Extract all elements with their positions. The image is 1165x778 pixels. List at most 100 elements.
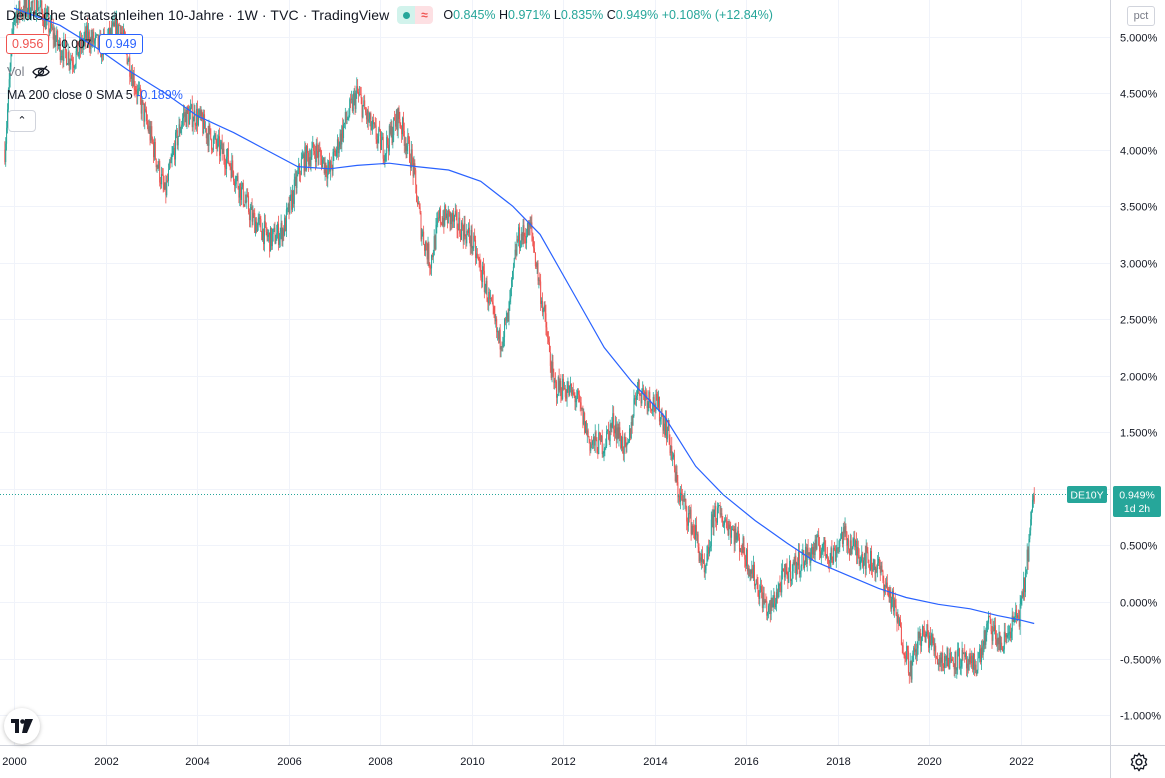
- candle-body: [383, 158, 385, 162]
- candle-body: [195, 125, 197, 127]
- candle-body: [319, 149, 321, 151]
- candle-body: [856, 540, 858, 556]
- sell-price-button[interactable]: 0.956: [6, 34, 50, 54]
- gear-icon[interactable]: [1128, 751, 1150, 773]
- ma-legend[interactable]: MA 200 close 0 SMA 5 -0.189%: [7, 88, 183, 102]
- candle-body: [856, 547, 858, 556]
- candle-body: [607, 429, 609, 432]
- candle-body: [668, 420, 670, 438]
- candle-body: [94, 35, 96, 41]
- candle-body: [585, 421, 587, 435]
- candle-body: [174, 148, 176, 160]
- candle-body: [322, 157, 324, 160]
- buy-price-button[interactable]: 0.949: [99, 34, 143, 54]
- market-status-pill[interactable]: ≈: [397, 6, 434, 24]
- candle-body: [454, 211, 456, 216]
- candle-body: [405, 143, 407, 152]
- candle-body: [1000, 642, 1002, 650]
- candle-body: [852, 538, 854, 549]
- candle-body: [957, 649, 959, 669]
- candle-body: [334, 150, 336, 152]
- candle-body: [662, 415, 664, 431]
- candle-body: [378, 128, 380, 137]
- candle-body: [934, 645, 936, 652]
- volume-legend[interactable]: Vol: [7, 65, 51, 79]
- candle-body: [413, 163, 415, 177]
- candle-body: [218, 136, 220, 139]
- candle-body: [1002, 649, 1004, 652]
- candle-body: [92, 31, 94, 42]
- candle-body: [168, 161, 170, 170]
- candle-body: [89, 45, 91, 49]
- candle-body: [675, 471, 677, 482]
- candle-body: [72, 60, 74, 66]
- candle-body: [289, 195, 291, 214]
- candle-body: [1019, 603, 1021, 627]
- candle-body: [387, 144, 389, 152]
- candle-body: [788, 571, 790, 583]
- candle-body: [1001, 642, 1003, 648]
- candle-body: [437, 217, 439, 222]
- candle-body: [670, 445, 672, 454]
- candle-body: [190, 104, 192, 108]
- tradingview-logo-icon[interactable]: [4, 708, 40, 744]
- candle-body: [430, 268, 432, 269]
- candle-body: [587, 430, 589, 437]
- candle-body: [534, 252, 536, 267]
- candle-body: [290, 194, 292, 196]
- candle-body: [995, 639, 997, 646]
- candle-body: [961, 650, 963, 667]
- candle-body: [544, 305, 546, 314]
- candle-body: [27, 11, 29, 14]
- candle-body: [285, 217, 287, 232]
- candle-body: [647, 402, 649, 409]
- candle-body: [656, 394, 658, 399]
- candle-body: [266, 232, 268, 237]
- candle-body: [1033, 495, 1035, 502]
- candle-body: [894, 599, 896, 606]
- candle-body: [780, 586, 782, 593]
- candle-body: [55, 40, 57, 46]
- candle-body: [947, 647, 949, 667]
- axis-unit-button[interactable]: pct: [1127, 6, 1155, 26]
- candle-body: [448, 209, 450, 212]
- candle-body: [842, 527, 844, 544]
- price-axis[interactable]: 5.000% 4.500% 4.000% 3.500% 3.000% 2.500% 2.00…: [1120, 33, 1161, 723]
- candle-body: [182, 118, 184, 125]
- y-tick-label: 0.500%: [1120, 541, 1158, 553]
- candle-body: [219, 136, 221, 156]
- candle-body: [880, 565, 882, 573]
- candle-body: [997, 638, 999, 645]
- candle-body: [775, 592, 777, 604]
- candle-body: [743, 537, 745, 554]
- x-tick-label: 2000: [2, 756, 26, 768]
- candle-body: [959, 666, 961, 669]
- candle-body: [69, 62, 71, 65]
- candle-body: [583, 412, 585, 425]
- candle-body: [169, 161, 171, 163]
- candle-body: [775, 603, 777, 608]
- candle-body: [191, 104, 193, 128]
- candle-body: [234, 184, 236, 186]
- candle-body: [1018, 616, 1020, 627]
- candle-body: [321, 159, 323, 168]
- candle-body: [183, 112, 185, 117]
- time-axis[interactable]: 2000 2002 2004 2006 2008 2010 2012 2014 2016 2018…: [2, 756, 1033, 768]
- candle-body: [295, 176, 297, 188]
- candle-body: [416, 184, 418, 202]
- candle-body: [949, 652, 951, 670]
- eye-off-icon[interactable]: [32, 65, 51, 79]
- collapse-legend-button[interactable]: ⌃: [8, 110, 36, 132]
- candle-body: [503, 337, 505, 343]
- candle-body: [797, 562, 799, 566]
- candle-body: [226, 156, 228, 169]
- candle-body: [559, 381, 561, 391]
- candle-body: [651, 409, 653, 411]
- candle-body: [755, 580, 757, 585]
- chart-title[interactable]: Deutsche Staatsanleihen 10-Jahre · 1W · …: [6, 7, 390, 23]
- candle-body: [385, 153, 387, 155]
- candle-body: [714, 505, 716, 510]
- candle-body: [117, 24, 119, 35]
- candle-body: [626, 443, 628, 447]
